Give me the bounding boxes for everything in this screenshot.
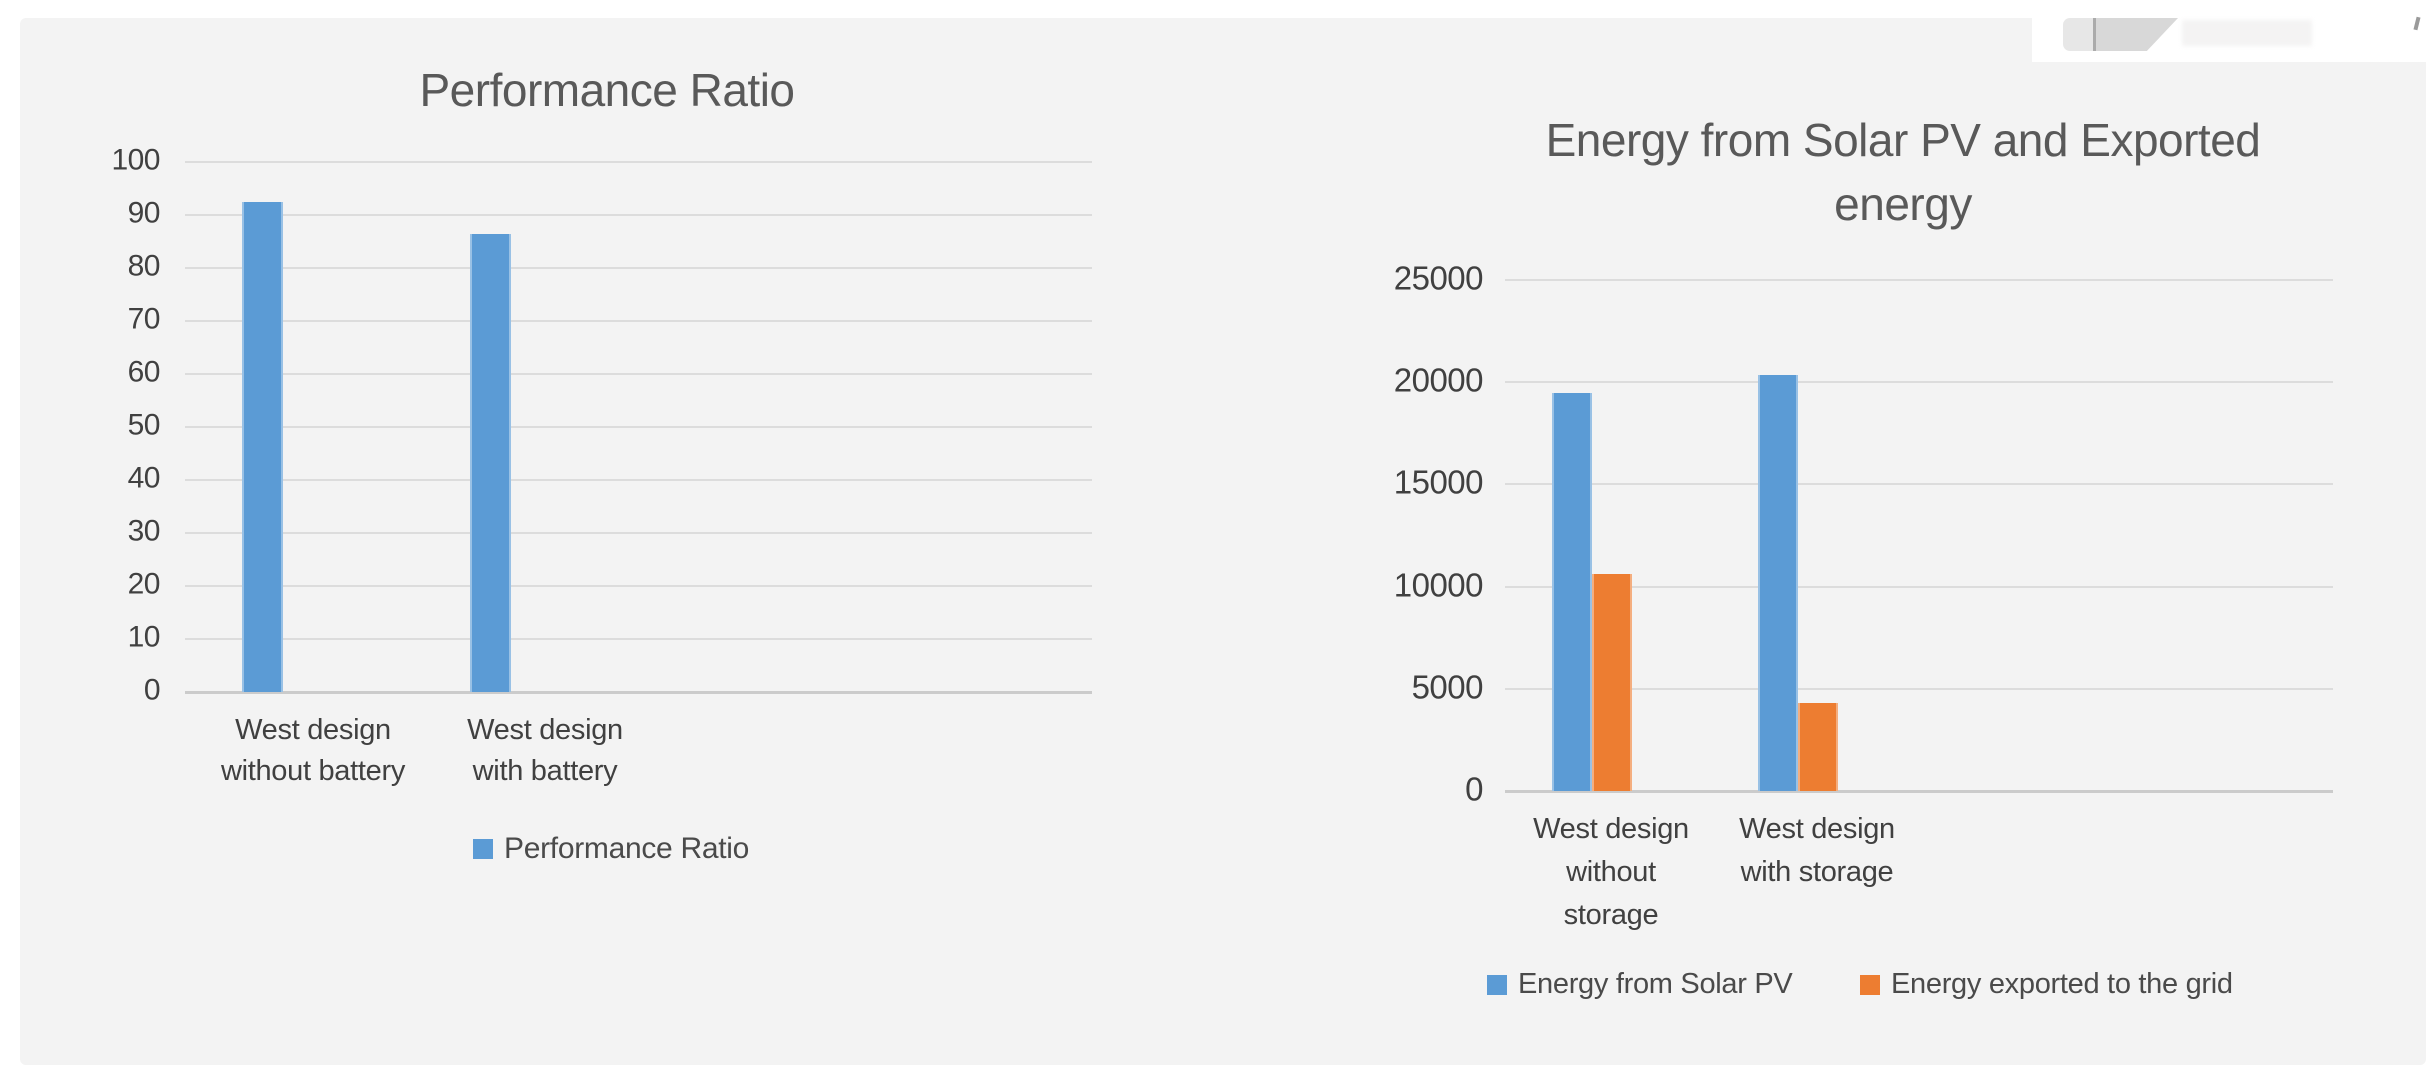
y-axis-tick-label: 90 bbox=[127, 196, 161, 230]
gridline bbox=[1505, 483, 2333, 486]
fragment-trapezoid-shape bbox=[2096, 18, 2178, 51]
gridline bbox=[185, 267, 1092, 269]
bar-series-1-category-1 bbox=[242, 201, 283, 692]
gridline bbox=[1505, 687, 2333, 690]
charts-panel bbox=[20, 18, 2426, 1065]
y-axis-tick-label: 25000 bbox=[1393, 259, 1484, 297]
cropped-image-fragment bbox=[2032, 0, 2436, 62]
legend-swatch-exported bbox=[1860, 974, 1880, 995]
gridline bbox=[1505, 381, 2333, 384]
legend-item-exported: Energy exported to the grid bbox=[1860, 968, 2233, 1001]
bar-series-2-category-1 bbox=[1592, 574, 1632, 791]
legend-label: Performance Ratio bbox=[504, 832, 750, 865]
gridline bbox=[185, 532, 1092, 534]
legend-item-solar-pv: Energy from Solar PV bbox=[1487, 968, 1793, 1001]
bar-series-2-category-2 bbox=[1798, 703, 1838, 791]
gridline bbox=[185, 585, 1092, 587]
category-label: West design without storage bbox=[1533, 813, 1689, 931]
legend-swatch-solar-pv bbox=[1487, 974, 1507, 995]
y-axis-tick-label: 30 bbox=[127, 514, 161, 548]
gridline bbox=[185, 320, 1092, 322]
y-axis-tick-label: 50 bbox=[127, 408, 161, 442]
y-axis-tick-label: 20000 bbox=[1393, 361, 1484, 399]
bar-series-1-category-2 bbox=[470, 234, 511, 692]
legend-label: Energy exported to the grid bbox=[1891, 968, 2233, 1000]
chart-title: Energy from Solar PV and Exported energy bbox=[1503, 108, 2303, 236]
gridline bbox=[185, 161, 1092, 163]
chart-title-line-1: Energy from Solar PV and Exported bbox=[1545, 114, 2261, 166]
category-label: West design without battery bbox=[220, 714, 406, 787]
y-axis-tick-label: 0 bbox=[1465, 770, 1483, 808]
bar-series-1-category-2 bbox=[1758, 375, 1798, 791]
legend-label: Energy from Solar PV bbox=[1518, 968, 1793, 1000]
y-axis-tick-label: 100 bbox=[111, 143, 160, 177]
gridline bbox=[185, 373, 1092, 375]
legend-swatch-performance-ratio bbox=[473, 839, 493, 859]
chart-title-line-2: energy bbox=[1834, 178, 1972, 230]
y-axis-tick-label: 40 bbox=[127, 461, 161, 495]
y-axis-tick-label: 80 bbox=[127, 249, 161, 283]
gridline bbox=[185, 479, 1092, 481]
gridline bbox=[185, 214, 1092, 216]
y-axis-tick-label: 70 bbox=[127, 302, 161, 336]
y-axis-tick-label: 0 bbox=[143, 673, 161, 707]
y-axis-tick-label: 15000 bbox=[1393, 463, 1484, 501]
category-label: West design with battery bbox=[467, 714, 623, 787]
x-axis-line bbox=[185, 691, 1092, 694]
y-axis-tick-label: 10000 bbox=[1393, 566, 1484, 604]
y-axis-tick-label: 60 bbox=[127, 355, 161, 389]
y-axis-tick-label: 20 bbox=[127, 567, 161, 601]
gridline bbox=[185, 426, 1092, 428]
fragment-tick-mark bbox=[2413, 16, 2421, 31]
gridline bbox=[1505, 279, 2333, 281]
gridline bbox=[185, 638, 1092, 640]
gridline bbox=[1505, 585, 2333, 588]
fragment-smudge bbox=[2182, 20, 2312, 46]
category-label: West design with storage bbox=[1739, 813, 1895, 888]
chart-title: Performance Ratio bbox=[419, 64, 796, 116]
legend: Performance Ratio bbox=[473, 832, 749, 866]
y-axis-tick-label: 5000 bbox=[1411, 668, 1484, 706]
y-axis-tick-label: 10 bbox=[127, 620, 161, 654]
x-axis-line bbox=[1505, 790, 2333, 793]
bar-series-1-category-1 bbox=[1552, 393, 1592, 791]
fragment-rounded-shape bbox=[2063, 18, 2096, 51]
